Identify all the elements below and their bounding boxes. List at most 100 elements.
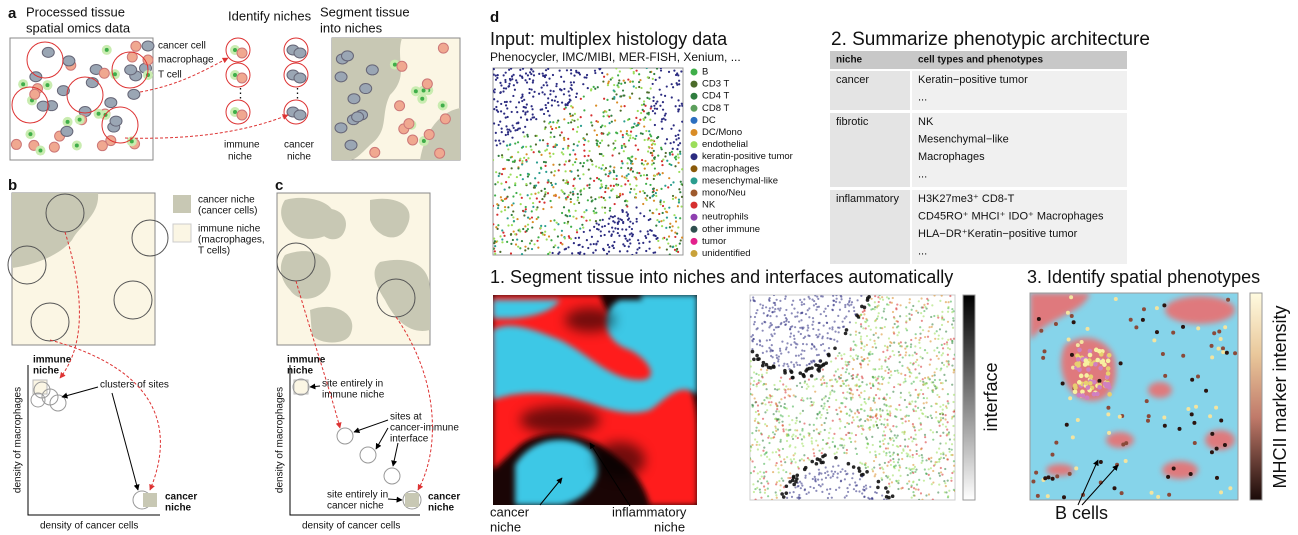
cell-dot [934, 379, 936, 381]
cell-dot [888, 337, 890, 339]
cell-dot [900, 373, 902, 375]
cell-dot [578, 237, 580, 239]
cell-dot [677, 110, 679, 112]
cell-dot [932, 431, 934, 433]
cell-dot [919, 356, 921, 358]
cell-dot [499, 251, 501, 253]
colorbar [963, 295, 975, 500]
cell-dot [803, 454, 805, 456]
cell-dot [754, 488, 756, 490]
legend-dot [691, 93, 698, 100]
cell-dot [835, 370, 837, 372]
cell-dot [803, 435, 805, 437]
cell-dot [941, 311, 943, 313]
legend-label: unidentified [702, 248, 751, 259]
cell-dot [786, 440, 788, 442]
cancer-cell [294, 73, 306, 83]
cell-dot [773, 384, 775, 386]
cell-dot [821, 455, 825, 459]
cell-dot [889, 412, 891, 414]
cell-dot [804, 382, 806, 384]
cell-dot [815, 490, 817, 492]
b-cell [1161, 352, 1165, 356]
cell-dot [936, 403, 938, 405]
cell-dot [821, 398, 823, 400]
cell-dot [647, 76, 649, 78]
cell-dot [631, 163, 633, 165]
cell-dot [882, 299, 884, 301]
cell-dot [667, 242, 669, 244]
cell-dot [570, 84, 572, 86]
cell-dot [511, 137, 513, 139]
cell-dot [777, 468, 779, 470]
cell-dot [840, 480, 842, 482]
cell-dot [626, 211, 628, 213]
cell-dot [530, 193, 532, 195]
cell-dot [786, 456, 788, 458]
cell-dot [902, 450, 904, 452]
cell-dot [946, 360, 948, 362]
cell-dot [859, 462, 861, 464]
cell-dot [529, 78, 531, 80]
cell-dot [943, 364, 945, 366]
cell-dot [925, 472, 927, 474]
cell-dot [494, 245, 496, 247]
cell-dot [861, 381, 863, 383]
cell-dot [757, 472, 759, 474]
cell-dot [635, 158, 637, 160]
cell-dot [655, 79, 657, 81]
cell-dot [888, 368, 890, 370]
cell-dot [832, 475, 834, 477]
cell-dot [572, 128, 574, 130]
cell-dot [612, 230, 614, 232]
cell-dot [828, 397, 830, 399]
cell-dot [842, 380, 844, 382]
cell-dot [763, 475, 765, 477]
cell-dot [828, 347, 830, 349]
b-cell [1172, 466, 1176, 470]
cell-dot [639, 212, 641, 214]
cell-dot [777, 448, 779, 450]
cell-dot [793, 491, 795, 493]
cell-dot [794, 316, 796, 318]
cell-dot [950, 480, 952, 482]
cell-dot [878, 312, 880, 314]
cell-dot [846, 368, 848, 370]
cell-dot [915, 469, 917, 471]
cell-dot [767, 495, 769, 497]
cell-dot [936, 347, 938, 349]
cell-dot [610, 115, 612, 117]
cell-dot [865, 402, 867, 404]
cell-dot [624, 176, 626, 178]
cell-dot [583, 253, 585, 255]
cell-dot [595, 249, 597, 251]
cell-dot [774, 302, 776, 304]
cell-dot [582, 173, 584, 175]
cell-dot [499, 82, 501, 84]
cell-dot [612, 98, 614, 100]
cell-dot [530, 145, 532, 147]
macrophage [395, 101, 405, 111]
cell-dot [629, 183, 631, 185]
cell-dot [892, 311, 894, 313]
cell-dot [941, 354, 943, 356]
cell-dot [608, 217, 610, 219]
cell-dot [599, 68, 601, 70]
cell-dot [823, 405, 825, 407]
cell-dot [540, 154, 542, 156]
cell-dot [648, 98, 650, 100]
label: cancer [490, 504, 530, 519]
cell-dot [577, 199, 579, 201]
cell-dot [887, 382, 889, 384]
cell-dot [840, 437, 842, 439]
cell-dot [896, 370, 898, 372]
cell-dot [907, 474, 909, 476]
cell-dot [583, 162, 585, 164]
cell-dot [945, 485, 947, 487]
cell-dot [598, 178, 600, 180]
cell-dot [757, 382, 759, 384]
cell-dot [801, 301, 803, 303]
b-cell [1219, 490, 1223, 494]
cell-dot [530, 149, 532, 151]
cell-dot [563, 108, 565, 110]
